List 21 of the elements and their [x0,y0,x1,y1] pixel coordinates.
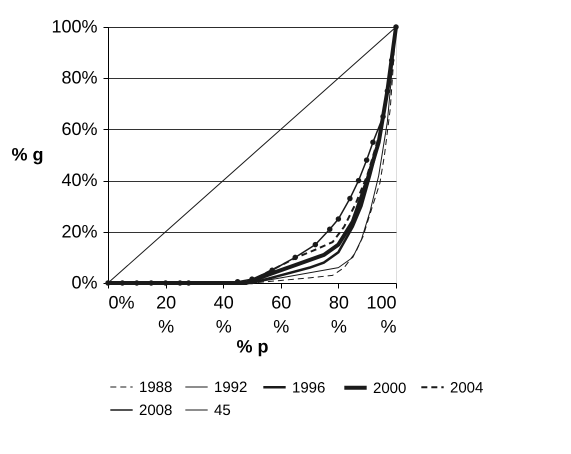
legend-label: 1996 [292,379,326,396]
y-tick-label: 0% [71,272,98,292]
x-tick-label: 0% [108,292,135,312]
legend-label: 2008 [139,402,172,419]
x-tick-label: 20 % [156,292,176,336]
y-tick-label: 100% [51,16,98,36]
legend-label: 2000 [373,380,406,397]
legend-label: 1988 [139,379,172,396]
x-axis-title: % p [236,336,269,356]
x-tick-label: 60 % [271,292,292,336]
legend-label: 45 [214,402,231,419]
y-axis-title: % g [11,144,44,164]
y-tick-label: 80% [61,68,98,88]
legend-label: 2004 [450,379,484,396]
x-tick-label: 80 % [328,292,349,336]
y-tick-label: 20% [61,221,98,242]
x-tick-label: 40 % [214,292,234,336]
x-tick-label: 100 % [366,292,396,336]
y-tick-label: 40% [61,170,98,190]
y-tick-label: 60% [61,118,98,139]
legend-label: 1992 [214,379,248,396]
